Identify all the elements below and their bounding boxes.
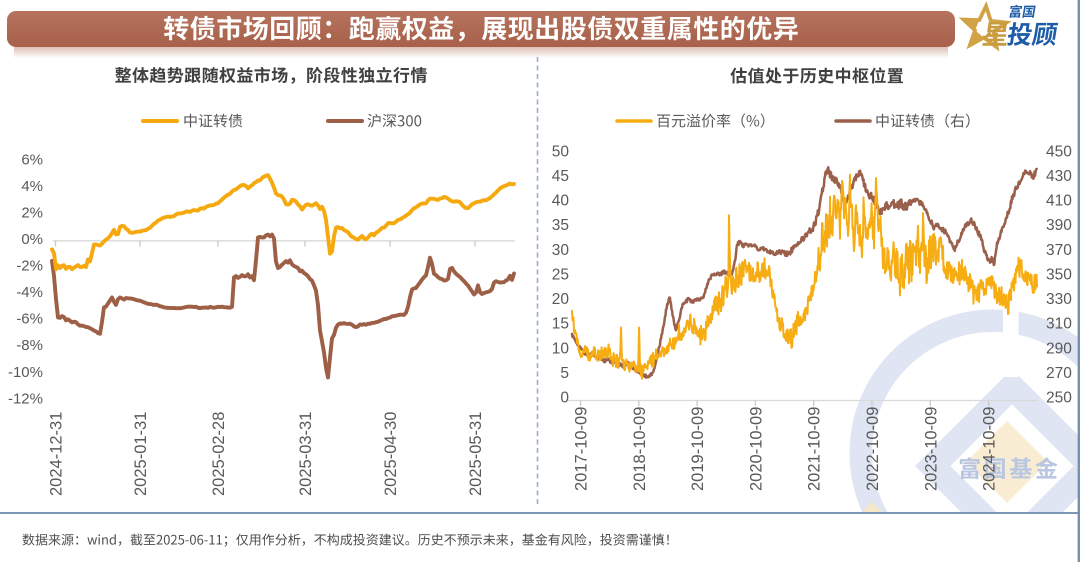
svg-text:-4%: -4%	[16, 284, 43, 301]
svg-text:-8%: -8%	[16, 337, 43, 354]
svg-text:-2%: -2%	[16, 258, 43, 275]
svg-text:50: 50	[552, 143, 570, 160]
svg-text:45: 45	[552, 168, 569, 185]
svg-text:25: 25	[552, 267, 569, 284]
svg-text:2024-10-09: 2024-10-09	[981, 407, 999, 491]
svg-text:410: 410	[1046, 193, 1072, 210]
svg-text:330: 330	[1046, 291, 1072, 308]
svg-text:2%: 2%	[21, 204, 43, 221]
svg-text:35: 35	[552, 217, 569, 234]
svg-text:4%: 4%	[21, 178, 43, 195]
svg-text:270: 270	[1046, 365, 1072, 382]
svg-text:430: 430	[1046, 168, 1072, 185]
svg-text:10: 10	[552, 340, 570, 357]
svg-text:2025-02-28: 2025-02-28	[210, 412, 228, 496]
svg-text:2020-10-09: 2020-10-09	[747, 407, 765, 491]
svg-text:350: 350	[1046, 267, 1072, 284]
svg-text:-12%: -12%	[8, 390, 43, 407]
svg-text:450: 450	[1046, 143, 1072, 160]
svg-text:-6%: -6%	[16, 311, 43, 328]
svg-text:-10%: -10%	[8, 364, 43, 381]
svg-text:2025-05-31: 2025-05-31	[467, 412, 485, 496]
svg-text:2018-10-09: 2018-10-09	[631, 407, 649, 491]
svg-text:310: 310	[1046, 316, 1072, 333]
svg-text:40: 40	[552, 193, 570, 210]
svg-text:2022-10-09: 2022-10-09	[864, 407, 882, 491]
svg-text:390: 390	[1046, 217, 1072, 234]
svg-text:0: 0	[560, 390, 569, 407]
svg-text:290: 290	[1046, 340, 1072, 357]
svg-text:0%: 0%	[21, 231, 43, 248]
svg-text:2017-10-09: 2017-10-09	[573, 407, 591, 491]
svg-text:6%: 6%	[21, 151, 43, 168]
svg-text:370: 370	[1046, 242, 1072, 259]
svg-text:2025-01-31: 2025-01-31	[132, 412, 150, 496]
svg-text:2019-10-09: 2019-10-09	[689, 407, 707, 491]
svg-text:2024-12-31: 2024-12-31	[48, 412, 66, 496]
svg-text:250: 250	[1046, 390, 1072, 407]
svg-text:2025-03-31: 2025-03-31	[297, 412, 315, 496]
svg-text:30: 30	[552, 242, 570, 259]
svg-text:5: 5	[560, 365, 569, 382]
svg-text:15: 15	[552, 316, 569, 333]
svg-text:2023-10-09: 2023-10-09	[922, 407, 940, 491]
svg-text:20: 20	[552, 291, 570, 308]
svg-text:2025-04-30: 2025-04-30	[382, 412, 400, 496]
svg-text:2021-10-09: 2021-10-09	[806, 407, 824, 491]
